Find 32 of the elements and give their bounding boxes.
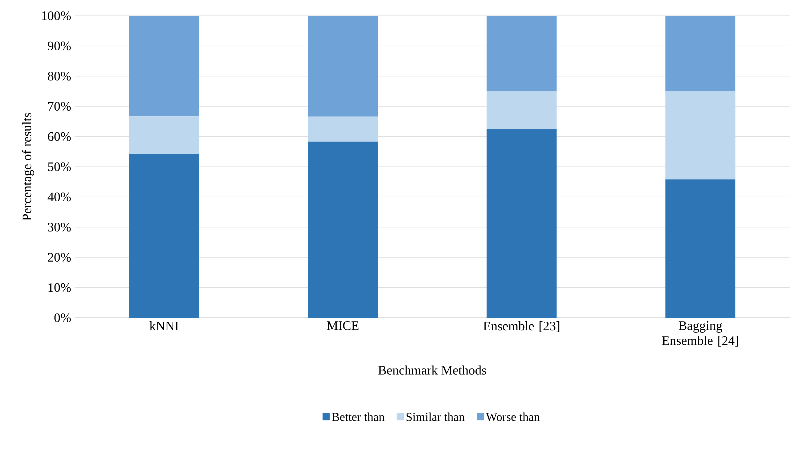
x-tick-label: Bagging Ensemble [24] xyxy=(662,322,738,347)
bar xyxy=(486,16,557,92)
y-tick-label: 60% xyxy=(48,132,72,142)
y-tick-label: 50% xyxy=(48,162,72,172)
bar xyxy=(666,16,736,92)
bar xyxy=(486,92,557,130)
y-tick-label: 0% xyxy=(54,314,72,322)
y-tick-label: 20% xyxy=(48,253,72,262)
y-tick-label: 80% xyxy=(48,72,72,81)
x-tick-label: kNNI xyxy=(150,322,179,331)
legend-label: Similar than xyxy=(406,412,465,422)
bar xyxy=(666,180,736,318)
x-tick-label: Ensemble [23] xyxy=(484,322,560,332)
y-tick-label: 30% xyxy=(48,222,72,232)
y-tick-label: 10% xyxy=(48,283,72,292)
bar xyxy=(308,116,378,142)
legend-label: Worse than xyxy=(486,412,540,422)
y-tick-label: 100% xyxy=(42,12,72,20)
y-tick-label: 40% xyxy=(48,192,72,202)
y-tick-label: 90% xyxy=(48,42,72,51)
bar xyxy=(666,92,736,180)
x-axis-title: Benchmark Methods xyxy=(378,366,486,375)
x-tick-label: MICE xyxy=(327,322,359,330)
bar xyxy=(129,154,200,318)
bar xyxy=(308,142,378,318)
y-axis-title: Percentage of results xyxy=(22,113,34,221)
bar xyxy=(129,16,200,117)
legend-label: Better than xyxy=(332,412,385,422)
y-tick-label: 70% xyxy=(48,102,72,112)
bar xyxy=(308,16,378,117)
bar xyxy=(129,116,200,154)
bar xyxy=(486,129,557,318)
